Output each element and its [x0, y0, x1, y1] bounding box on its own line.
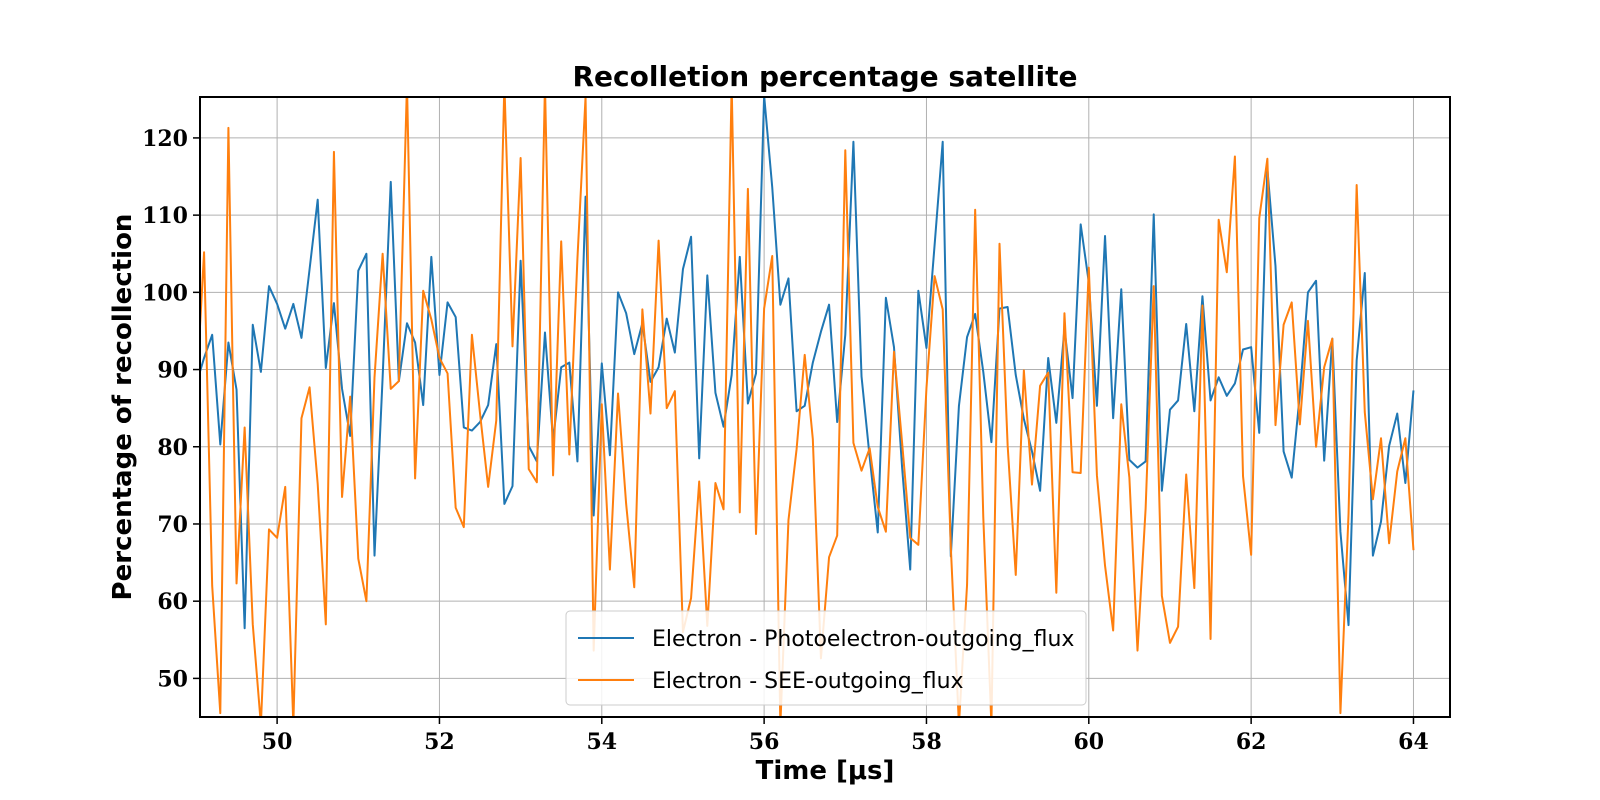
y-tick-label: 80	[157, 435, 188, 461]
y-tick-label: 50	[157, 666, 188, 692]
x-tick-label: 62	[1236, 729, 1267, 755]
y-tick-label: 110	[142, 203, 188, 229]
x-tick-label: 58	[911, 729, 942, 755]
plot-area-frame	[199, 96, 1451, 718]
legend: Electron - Photoelectron-outgoing_flux E…	[565, 610, 1087, 706]
legend-label-see: Electron - SEE-outgoing_flux	[652, 669, 964, 694]
y-tick-label: 90	[157, 358, 188, 384]
x-tick-label: 54	[586, 729, 617, 755]
x-axis-label: Time [μs]	[756, 756, 895, 786]
series-line-see	[200, 97, 1415, 717]
x-tick-label: 52	[424, 729, 455, 755]
axis-ticks: 50 52 54 56 58 60 62 64 50 60 70 80 90 100 110 120	[142, 126, 1429, 755]
legend-box	[565, 610, 1087, 706]
y-tick-label: 120	[142, 126, 188, 152]
y-tick-label: 60	[157, 589, 188, 615]
x-tick-label: 64	[1398, 729, 1429, 755]
y-tick-label: 100	[142, 280, 188, 306]
x-tick-label: 56	[749, 729, 780, 755]
x-tick-label: 50	[262, 729, 293, 755]
chart-title: Recolletion percentage satellite	[573, 60, 1078, 93]
grid-lines	[200, 97, 1450, 717]
y-axis-label: Percentage of recollection	[108, 214, 138, 601]
series-lines	[200, 97, 1415, 717]
legend-label-photoelectron: Electron - Photoelectron-outgoing_flux	[652, 627, 1074, 652]
y-tick-label: 70	[157, 512, 188, 538]
x-tick-label: 60	[1073, 729, 1104, 755]
